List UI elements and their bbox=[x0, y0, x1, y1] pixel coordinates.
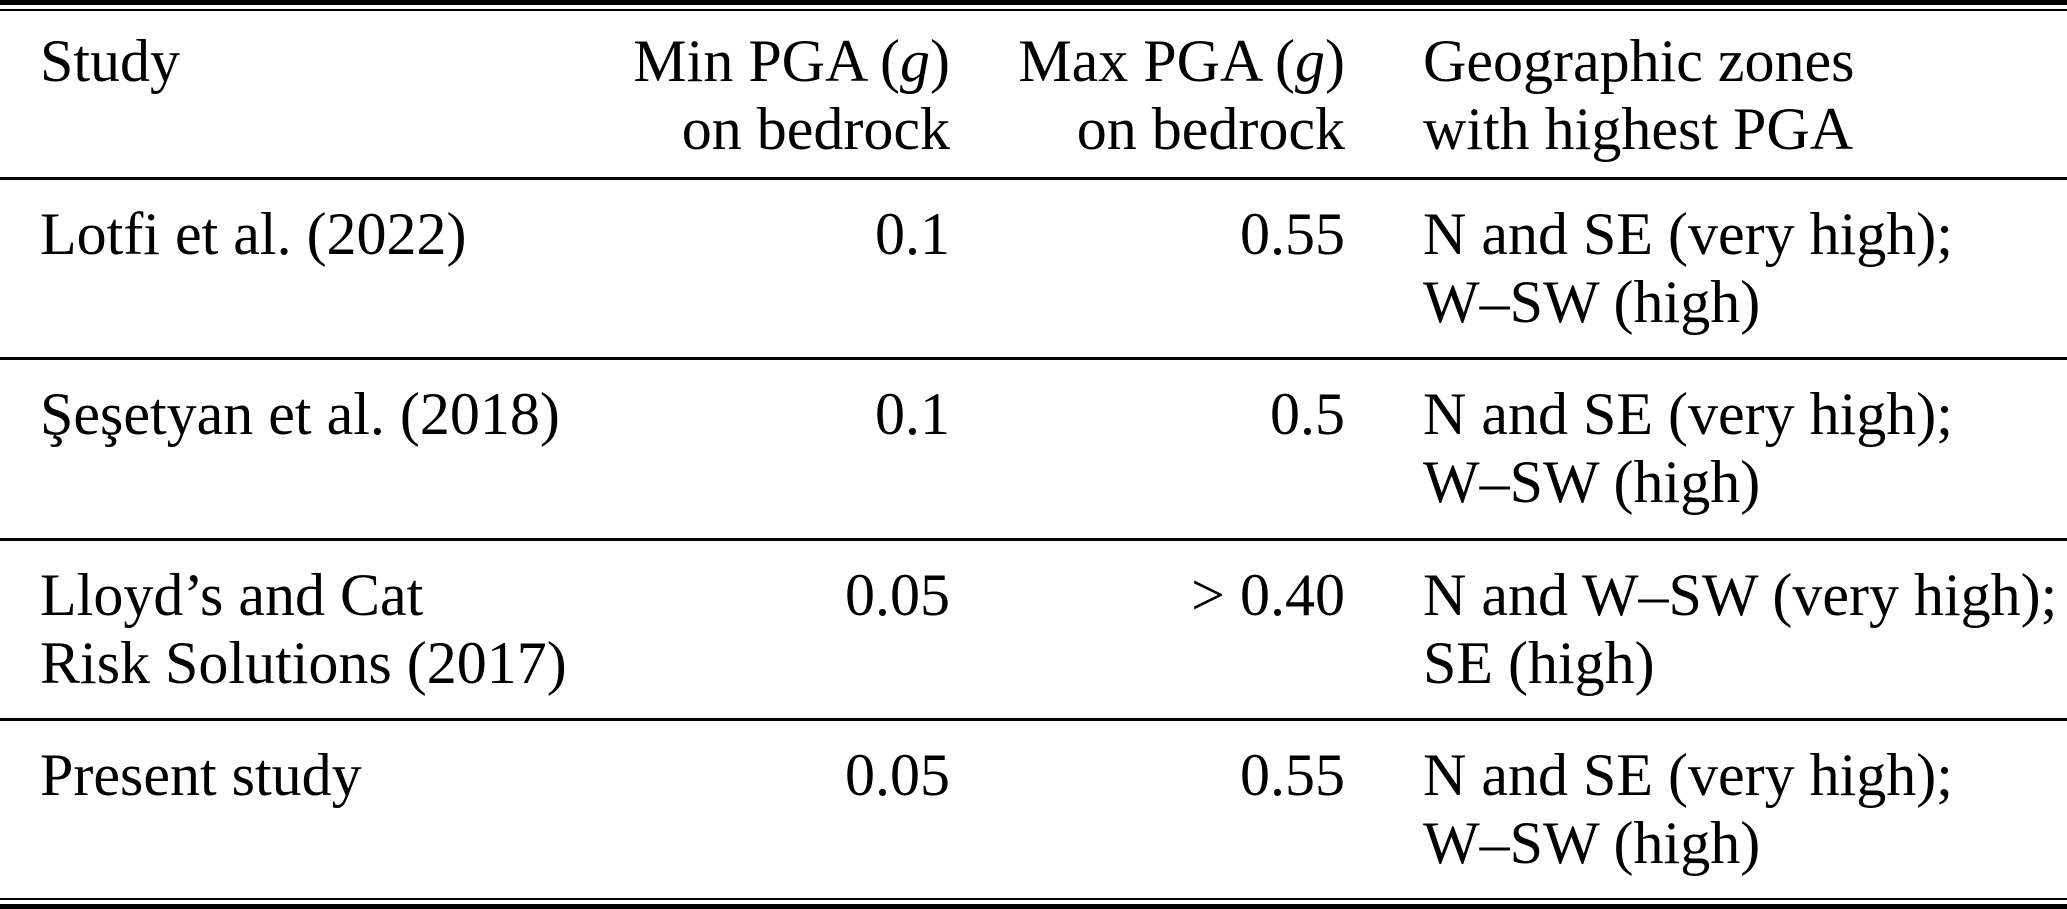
header-max-pga-line1: Max PGA (g) bbox=[950, 27, 1345, 95]
header-min-pga-prefix: Min PGA ( bbox=[633, 28, 901, 94]
zones-line1: N and W–SW (very high); bbox=[1423, 561, 2058, 628]
header-zones-line2: with highest PGA bbox=[1423, 96, 1854, 162]
header-min-pga-unit: g bbox=[900, 28, 931, 94]
cell-min-pga: 0.1 bbox=[875, 381, 950, 448]
cell-study: Şeşetyan et al. (2018) bbox=[0, 359, 620, 539]
zones-line1: N and SE (very high); bbox=[1423, 381, 1953, 448]
zones-line1: N and SE (very high); bbox=[1423, 741, 1953, 808]
cell-max-pga: 0.55 bbox=[1240, 741, 1345, 808]
table-row: Lloyd’s and Cat Risk Solutions (2017) 0.… bbox=[0, 539, 2067, 720]
study-name: Şeşetyan et al. (2018) bbox=[40, 381, 560, 448]
study-name-line2: Risk Solutions (2017) bbox=[40, 629, 567, 696]
zones-line2: W–SW (high) bbox=[1423, 809, 1761, 876]
cell-study: Lloyd’s and Cat Risk Solutions (2017) bbox=[0, 539, 620, 719]
cell-max-pga: > 0.40 bbox=[1191, 561, 1345, 628]
table-row: Present study 0.05 0.55 N and SE (very h… bbox=[0, 719, 2067, 898]
header-max-pga: Max PGA (g) on bedrock bbox=[950, 11, 1345, 179]
cell-min-pga: 0.1 bbox=[875, 201, 950, 267]
cell-zones: N and SE (very high); W–SW (high) bbox=[1345, 359, 2067, 539]
zones-line1: N and SE (very high); bbox=[1423, 201, 1953, 267]
zones-line2: SE (high) bbox=[1423, 629, 1655, 696]
header-zones: Geographic zones with highest PGA bbox=[1345, 11, 2067, 179]
top-rule-thick bbox=[0, 0, 2067, 5]
table-row: Lotfi et al. (2022) 0.1 0.55 N and SE (v… bbox=[0, 179, 2067, 359]
cell-min-pga: 0.05 bbox=[845, 561, 950, 628]
cell-zones: N and SE (very high); W–SW (high) bbox=[1345, 179, 2067, 359]
bottom-rule-thick bbox=[0, 904, 2067, 909]
header-max-pga-suffix: ) bbox=[1325, 28, 1345, 94]
header-min-pga-line2: on bedrock bbox=[681, 96, 950, 162]
table-row: Şeşetyan et al. (2018) 0.1 0.5 N and SE … bbox=[0, 359, 2067, 539]
study-name: Lloyd’s and Cat bbox=[40, 561, 424, 628]
header-min-pga-line1: Min PGA (g) bbox=[620, 27, 950, 95]
header-min-pga: Min PGA (g) on bedrock bbox=[620, 11, 950, 179]
cell-zones: N and SE (very high); W–SW (high) bbox=[1345, 719, 2067, 898]
header-min-pga-suffix: ) bbox=[930, 28, 950, 94]
header-row: Study Min PGA (g) on bedrock Max PGA (g)… bbox=[0, 11, 2067, 179]
cell-zones: N and W–SW (very high); SE (high) bbox=[1345, 539, 2067, 719]
cell-max-pga: 0.55 bbox=[1240, 201, 1345, 267]
header-zones-line1: Geographic zones bbox=[1423, 28, 1855, 94]
header-max-pga-prefix: Max PGA ( bbox=[1018, 28, 1296, 94]
header-max-pga-unit: g bbox=[1295, 28, 1326, 94]
zones-line2: W–SW (high) bbox=[1423, 269, 1761, 335]
cell-study: Lotfi et al. (2022) bbox=[0, 179, 620, 359]
cell-max-pga: 0.5 bbox=[1270, 381, 1345, 448]
cell-min-pga: 0.05 bbox=[845, 741, 950, 808]
top-rule-thin bbox=[0, 9, 2067, 11]
header-study-label: Study bbox=[40, 28, 181, 94]
zones-line2: W–SW (high) bbox=[1423, 449, 1761, 516]
bottom-rule-thin bbox=[0, 898, 2067, 900]
comparison-table: Study Min PGA (g) on bedrock Max PGA (g)… bbox=[0, 11, 2067, 898]
study-name: Present study bbox=[40, 741, 362, 808]
header-study: Study bbox=[0, 11, 620, 179]
header-max-pga-line2: on bedrock bbox=[1076, 96, 1345, 162]
study-name: Lotfi et al. (2022) bbox=[40, 201, 467, 267]
cell-study: Present study bbox=[0, 719, 620, 898]
